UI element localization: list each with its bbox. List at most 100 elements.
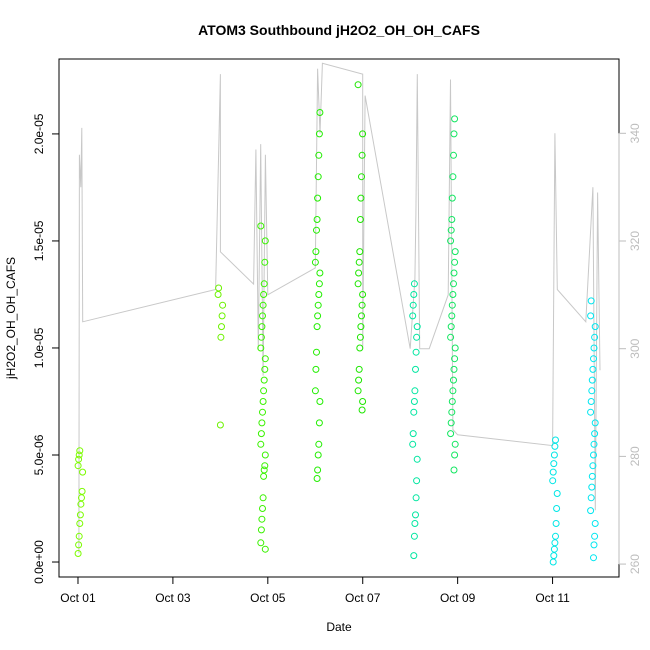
data-point (587, 297, 595, 305)
data-point (312, 248, 320, 256)
data-point (314, 451, 322, 459)
data-point (259, 312, 266, 320)
data-point (314, 466, 322, 474)
data-point (450, 365, 458, 373)
data-point (260, 376, 268, 384)
data-point (260, 387, 268, 395)
data-point (356, 344, 364, 352)
data-point (216, 421, 224, 429)
data-point (448, 312, 456, 320)
data-point (354, 81, 362, 89)
right-tick-label: 300 (628, 338, 642, 358)
x-tick-label: Oct 09 (440, 591, 476, 605)
data-point (447, 430, 455, 438)
x-axis: Oct 01 Oct 03 Oct 05 Oct 07 Oct 09 Oct 11 (60, 576, 570, 605)
data-point (315, 151, 323, 159)
data-point (356, 333, 364, 341)
data-point (409, 312, 417, 320)
data-point (357, 323, 365, 331)
data-point (590, 541, 598, 549)
data-point (259, 494, 267, 502)
data-point (410, 408, 418, 416)
data-point (259, 301, 267, 309)
data-point (587, 398, 595, 405)
data-point (447, 237, 455, 245)
data-point (259, 505, 266, 512)
data-point (448, 398, 456, 405)
data-point (590, 554, 597, 562)
data-point (355, 365, 363, 373)
data-point (315, 130, 323, 138)
data-point (448, 216, 456, 223)
data-point (451, 248, 459, 256)
data-point (550, 460, 558, 468)
data-point (219, 301, 227, 309)
data-point (313, 348, 320, 356)
data-point (553, 490, 561, 497)
right-tick-label: 280 (628, 446, 642, 466)
data-point (359, 398, 367, 405)
secondary-series-line (78, 62, 601, 554)
data-point (218, 312, 226, 320)
data-point (260, 466, 268, 474)
data-point (257, 440, 265, 448)
data-point (257, 333, 265, 341)
data-point (359, 130, 367, 138)
data-point (448, 408, 456, 416)
data-point (354, 280, 362, 288)
data-point (356, 248, 364, 256)
data-point (261, 365, 269, 373)
points-layer (74, 81, 599, 566)
data-point (549, 468, 557, 476)
data-point (447, 226, 455, 234)
data-point (217, 333, 225, 341)
data-point (354, 387, 362, 395)
data-point (410, 532, 418, 540)
data-point (79, 468, 87, 476)
data-point (410, 280, 418, 288)
y-tick-label: 1.0e-05 (32, 327, 46, 368)
x-tick-label: Oct 07 (345, 591, 381, 605)
y-tick-label: 2.0e-05 (32, 113, 46, 154)
data-point (261, 237, 269, 245)
data-point (450, 466, 458, 474)
data-point (588, 472, 596, 480)
data-point (259, 408, 266, 416)
data-point (552, 520, 560, 527)
data-point (553, 505, 561, 512)
data-point (358, 173, 365, 181)
data-point (451, 440, 459, 448)
data-point (552, 532, 559, 540)
x-tick-label: Oct 01 (60, 591, 96, 605)
data-point (591, 333, 599, 341)
x-tick-label: Oct 11 (535, 591, 570, 605)
data-point (412, 365, 419, 373)
data-point (549, 558, 557, 566)
data-point (261, 545, 269, 553)
data-point (76, 511, 84, 519)
data-point (261, 462, 269, 470)
data-point (316, 398, 324, 405)
data-point (450, 280, 457, 288)
secondary-line-layer (78, 62, 601, 554)
data-point (589, 462, 597, 470)
data-point (591, 419, 599, 427)
data-point (358, 301, 366, 309)
data-point (260, 472, 268, 480)
data-point (412, 511, 419, 519)
data-point (257, 222, 265, 230)
data-point (449, 387, 457, 395)
data-point (550, 451, 558, 459)
data-point (450, 269, 458, 277)
data-point (451, 344, 459, 352)
data-point (316, 269, 324, 277)
data-point (413, 323, 421, 331)
data-point (591, 430, 599, 438)
data-point (75, 532, 83, 540)
data-point (74, 550, 82, 557)
data-point (358, 406, 366, 414)
right-tick-label: 340 (628, 123, 642, 143)
y-axis-label: jH2O2_OH_OH_CAFS (4, 257, 18, 380)
data-point (413, 333, 421, 341)
data-point (413, 455, 421, 463)
